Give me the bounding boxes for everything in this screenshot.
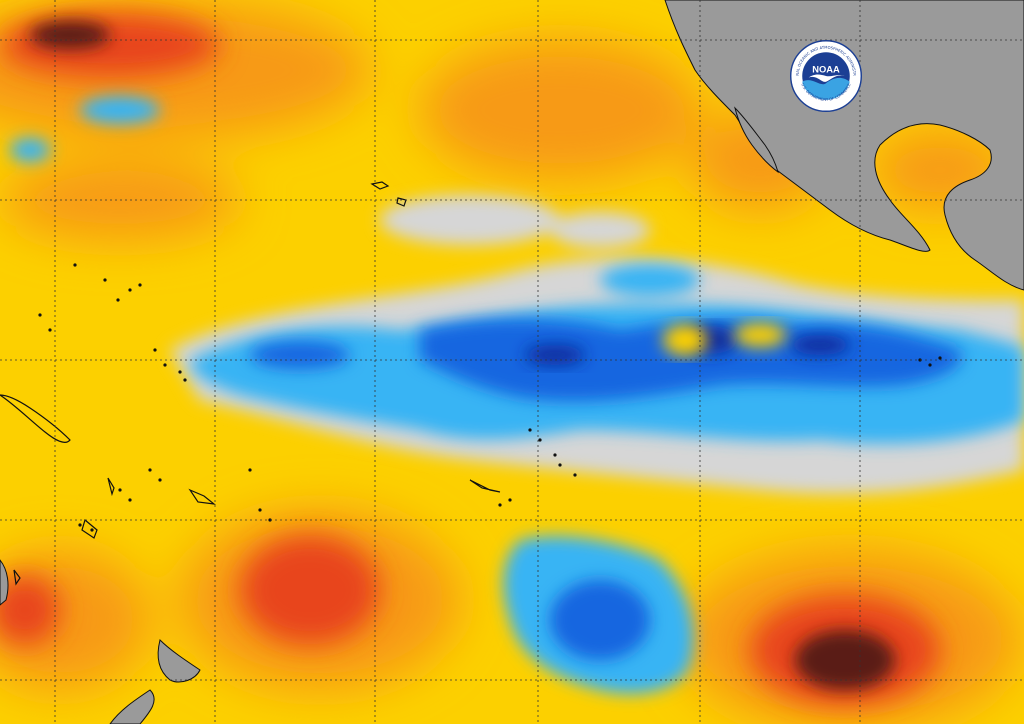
noaa-logo-icon: NOAA NATIONAL OCEANIC AND ATMOSPHERIC AD… [790,40,862,112]
islands-layer [0,181,501,586]
atoll-dot [138,283,142,287]
atoll-dot [538,438,542,442]
atoll-dot [508,498,512,502]
atoll-dots-layer [38,263,942,532]
atoll-dot [73,263,77,267]
eddy-layer [663,323,786,356]
atoll-dot [48,328,52,332]
new-zealand-north [157,639,201,683]
new-zealand-south [109,689,155,724]
atoll-dot [118,488,122,492]
atoll-dot [128,288,132,292]
logo-wave [802,77,850,100]
atoll-dot [90,528,94,532]
atoll-dot [528,428,532,432]
atoll-dot [248,468,252,472]
atoll-dot [258,508,262,512]
atoll-dot [78,523,82,527]
atoll-dot [573,473,577,477]
atoll-dot [158,478,162,482]
atoll-dot [128,498,132,502]
atoll-dot [163,363,167,367]
very-warm-layer [30,21,895,690]
atoll-dot [38,313,42,317]
atoll-dot [553,453,557,457]
atoll-dot [103,278,107,282]
atoll-dot [498,503,502,507]
australia-edge [0,559,9,606]
atoll-dot [928,363,932,367]
atoll-dot [183,378,187,382]
atoll-dot [558,463,562,467]
logo-bird [808,74,845,82]
atoll-dot [178,370,182,374]
logo-text: NOAA [812,64,840,74]
baja-peninsula [734,106,779,174]
atoll-dot [153,348,157,352]
atoll-dot [148,468,152,472]
atoll-dot [938,356,942,360]
atoll-dot [116,298,120,302]
